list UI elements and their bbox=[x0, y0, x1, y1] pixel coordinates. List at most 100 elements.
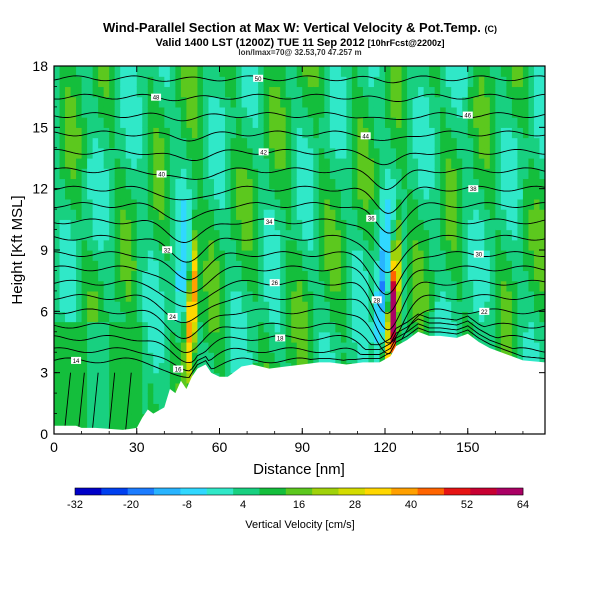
velocity-cell bbox=[175, 372, 182, 384]
velocity-cell bbox=[340, 106, 347, 118]
velocity-cell bbox=[280, 239, 287, 251]
velocity-cell bbox=[169, 137, 176, 149]
velocity-cell bbox=[81, 66, 88, 77]
velocity-cell bbox=[302, 280, 309, 292]
velocity-cell bbox=[434, 260, 441, 272]
velocity-cell bbox=[385, 311, 392, 323]
velocity-cell bbox=[81, 117, 88, 128]
velocity-cell bbox=[280, 198, 287, 210]
velocity-cell bbox=[230, 96, 237, 108]
velocity-cell bbox=[241, 321, 248, 333]
velocity-cell bbox=[142, 403, 149, 415]
velocity-cell bbox=[180, 117, 188, 128]
velocity-cell bbox=[401, 260, 408, 272]
velocity-cell bbox=[412, 96, 419, 108]
velocity-cell bbox=[418, 219, 425, 231]
velocity-cell bbox=[175, 168, 182, 180]
velocity-cell bbox=[340, 352, 347, 364]
velocity-cell bbox=[329, 219, 336, 231]
velocity-cell bbox=[440, 209, 447, 220]
velocity-cell bbox=[451, 127, 458, 139]
velocity-cell bbox=[70, 209, 77, 220]
velocity-cell bbox=[511, 239, 519, 251]
velocity-cell bbox=[120, 127, 127, 139]
velocity-cell bbox=[180, 239, 188, 251]
velocity-cell bbox=[208, 168, 215, 180]
velocity-cell bbox=[131, 158, 138, 169]
velocity-cell bbox=[351, 280, 359, 292]
velocity-cell bbox=[241, 342, 248, 353]
velocity-cell bbox=[114, 188, 121, 200]
velocity-cell bbox=[81, 403, 88, 415]
velocity-cell bbox=[517, 311, 524, 323]
velocity-cell bbox=[340, 168, 347, 180]
velocity-cell bbox=[213, 321, 221, 333]
velocity-cell bbox=[340, 178, 347, 190]
velocity-cell bbox=[87, 188, 94, 200]
velocity-cell bbox=[346, 198, 353, 210]
velocity-cell bbox=[70, 260, 77, 272]
velocity-cell bbox=[70, 362, 77, 374]
velocity-cell bbox=[219, 147, 226, 159]
velocity-cell bbox=[230, 188, 237, 200]
velocity-cell bbox=[169, 147, 176, 159]
velocity-cell bbox=[506, 209, 513, 220]
velocity-cell bbox=[318, 219, 325, 231]
contour-label: 34 bbox=[266, 220, 273, 226]
velocity-cell bbox=[191, 127, 199, 139]
velocity-cell bbox=[379, 301, 386, 312]
velocity-cell bbox=[59, 188, 66, 200]
velocity-cell bbox=[478, 147, 485, 159]
velocity-cell bbox=[451, 260, 458, 272]
velocity-cell bbox=[340, 127, 347, 139]
velocity-cell bbox=[285, 198, 292, 210]
velocity-cell bbox=[373, 250, 381, 261]
velocity-cell bbox=[528, 239, 535, 251]
velocity-cell bbox=[445, 168, 452, 180]
velocity-cell bbox=[445, 250, 452, 261]
velocity-cell bbox=[169, 96, 176, 108]
velocity-cell bbox=[208, 188, 215, 200]
velocity-cell bbox=[351, 301, 359, 312]
velocity-cell bbox=[528, 301, 535, 312]
velocity-cell bbox=[76, 198, 83, 210]
velocity-cell bbox=[429, 188, 436, 200]
x-axis-label: Distance [nm] bbox=[253, 461, 345, 478]
velocity-cell bbox=[473, 76, 480, 88]
velocity-cell bbox=[269, 158, 276, 169]
velocity-cell bbox=[456, 188, 463, 200]
velocity-cell bbox=[385, 229, 392, 241]
velocity-cell bbox=[307, 219, 314, 231]
velocity-cell bbox=[87, 239, 94, 251]
velocity-cell bbox=[169, 250, 176, 261]
velocity-cell bbox=[478, 280, 485, 292]
velocity-cell bbox=[76, 147, 83, 159]
velocity-cell bbox=[346, 168, 353, 180]
velocity-cell bbox=[252, 352, 259, 364]
velocity-cell bbox=[506, 219, 513, 231]
velocity-cell bbox=[340, 76, 347, 88]
velocity-cell bbox=[445, 311, 452, 323]
velocity-cell bbox=[180, 280, 188, 292]
velocity-cell bbox=[219, 198, 226, 210]
colorbar-swatch bbox=[101, 488, 129, 495]
velocity-cell bbox=[87, 311, 94, 323]
velocity-cell bbox=[340, 342, 347, 353]
velocity-cell bbox=[202, 219, 210, 231]
velocity-cell bbox=[131, 290, 138, 302]
velocity-cell bbox=[147, 280, 154, 292]
velocity-cell bbox=[539, 66, 545, 77]
velocity-cell bbox=[368, 66, 375, 77]
velocity-cell bbox=[528, 158, 535, 169]
velocity-cell bbox=[302, 168, 309, 180]
velocity-cell bbox=[109, 290, 116, 302]
velocity-cell bbox=[324, 239, 331, 251]
velocity-cell bbox=[473, 219, 480, 231]
velocity-cell bbox=[142, 106, 149, 118]
velocity-cell bbox=[65, 168, 72, 180]
velocity-cell bbox=[136, 352, 143, 364]
velocity-cell bbox=[351, 66, 359, 77]
velocity-cell bbox=[506, 229, 513, 241]
velocity-cell bbox=[120, 382, 127, 394]
